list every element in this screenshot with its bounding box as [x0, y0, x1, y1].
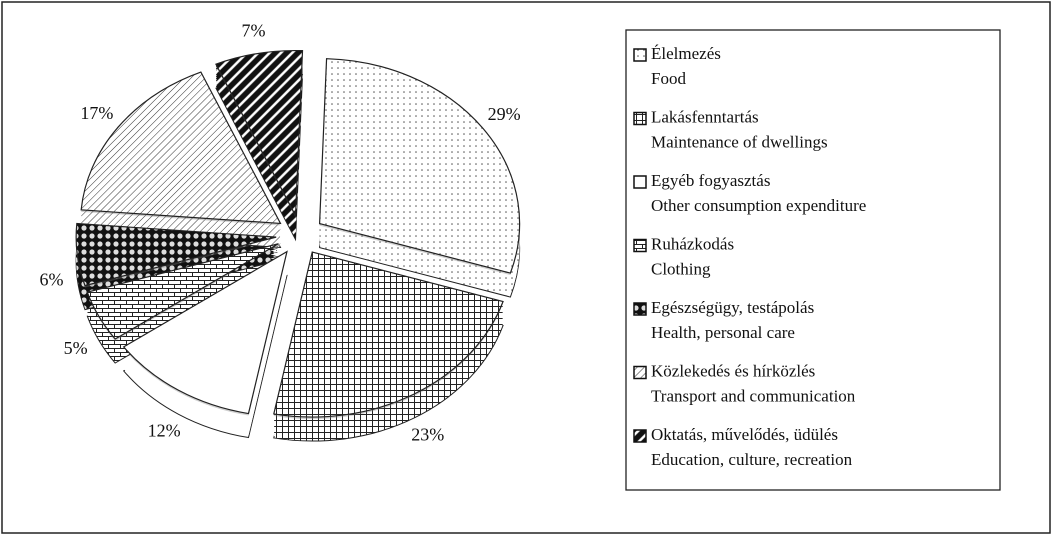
legend-swatch: [633, 175, 647, 189]
legend-swatch: [633, 111, 647, 126]
slice: [318, 58, 521, 274]
legend-label-en: Clothing: [651, 259, 711, 278]
legend-swatch: [633, 429, 647, 443]
legend-label: Közlekedés és hírközlés: [651, 361, 815, 380]
data-label: 23%: [411, 424, 444, 444]
slice: [75, 222, 277, 287]
slice: [122, 250, 288, 415]
slice: [86, 243, 279, 340]
legend-swatch: [633, 238, 647, 253]
legend-label-en: Maintenance of dwellings: [651, 132, 828, 151]
slice: [80, 71, 282, 225]
data-label: 17%: [80, 103, 113, 123]
slice: [215, 49, 304, 218]
legend-label-en: Education, culture, recreation: [651, 450, 853, 469]
data-label: 5%: [64, 338, 88, 358]
legend-label-en: Health, personal care: [651, 323, 795, 342]
legend-label-en: Food: [651, 69, 686, 88]
data-label: 6%: [39, 269, 63, 289]
legend-label: Lakásfenntartás: [651, 107, 759, 126]
legend-swatch: [633, 302, 647, 316]
legend-swatch: [633, 48, 647, 62]
legend-label: Ruházkodás: [651, 234, 734, 253]
legend: Élelmezés Food Lakásfenntartás Maintenance …: [633, 44, 866, 469]
legend-box: [625, 29, 1001, 491]
legend-label-en: Transport and communication: [651, 386, 856, 405]
data-label: 29%: [488, 104, 521, 124]
slice: [273, 251, 504, 418]
legend-label: Egészségügy, testápolás: [651, 298, 814, 317]
data-label: 7%: [241, 20, 265, 40]
data-label: 12%: [148, 420, 181, 440]
legend-swatch: [633, 365, 647, 380]
legend-label: Egyéb fogyasztás: [651, 171, 770, 190]
legend-label-en: Other consumption expenditure: [651, 196, 866, 215]
pie: 29% 23% 12% 5% 6% 17% 7%: [39, 20, 520, 444]
legend-label: Oktatás, művelődés, üdülés: [651, 425, 838, 444]
legend-label: Élelmezés: [651, 44, 721, 63]
